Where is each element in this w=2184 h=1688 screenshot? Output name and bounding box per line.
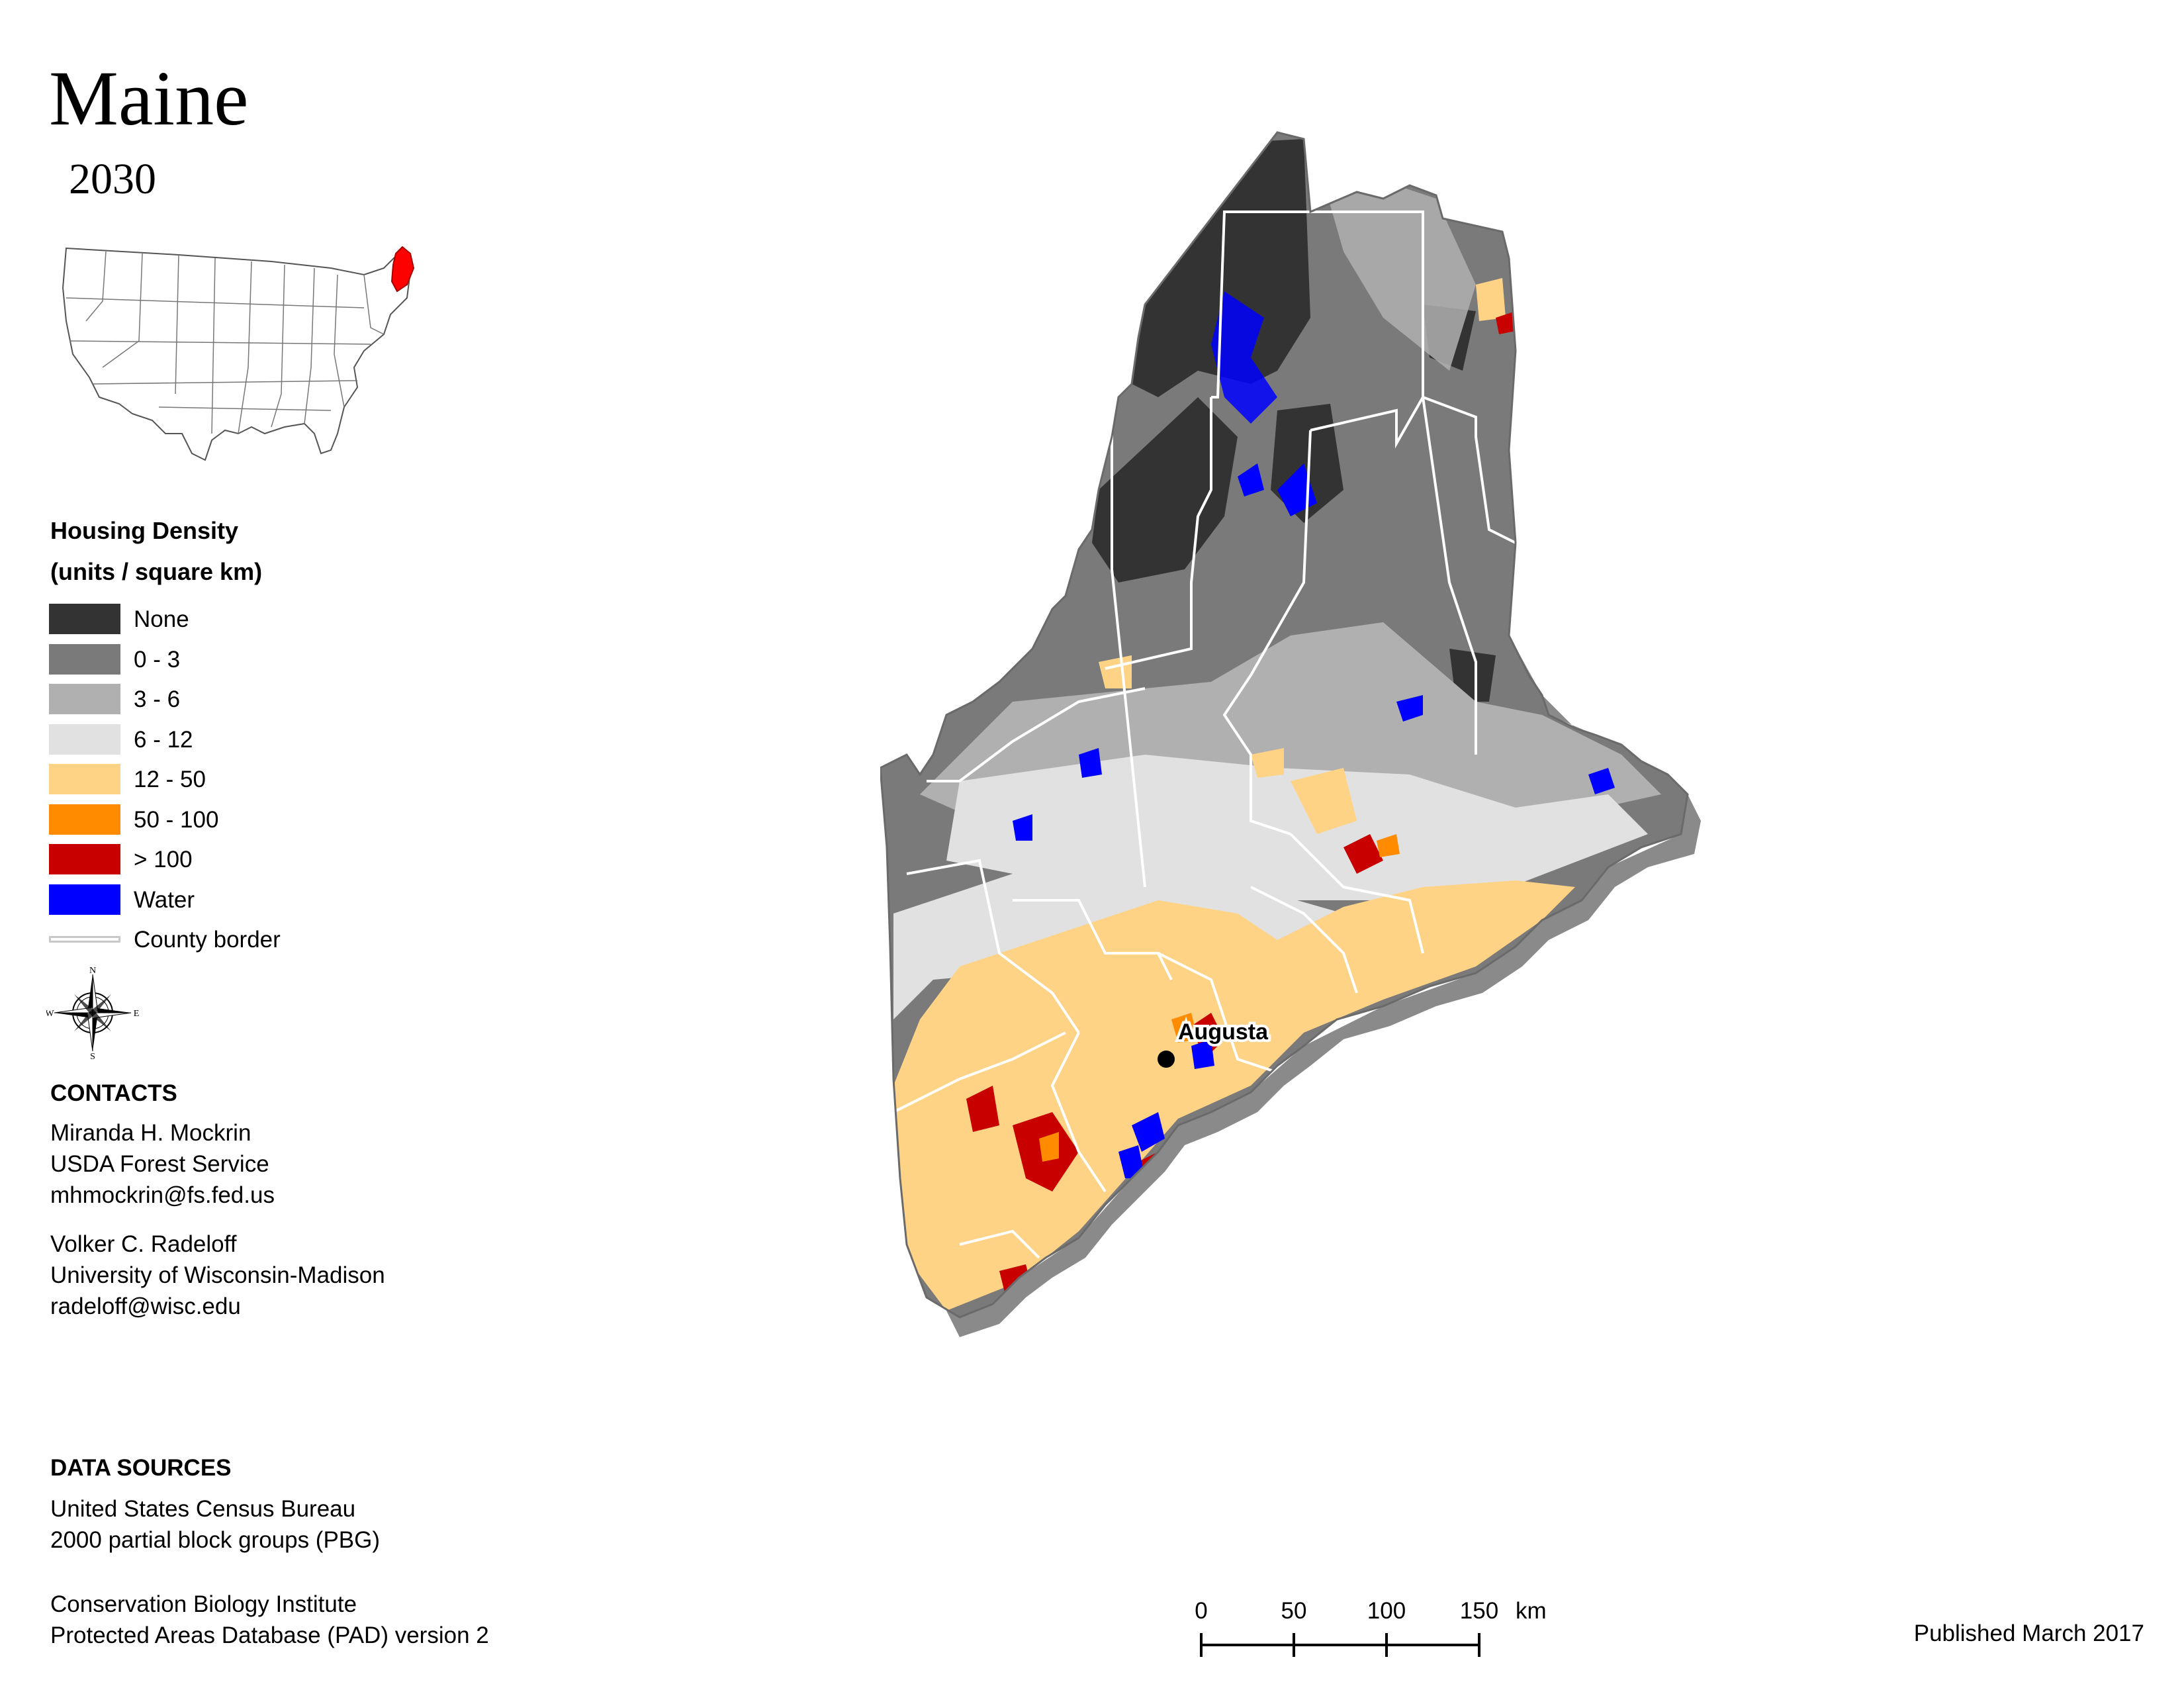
data-source-line: United States Census Bureau [50, 1496, 356, 1522]
scale-tick-label: 100 [1367, 1598, 1406, 1624]
contact-org: USDA Forest Service [50, 1151, 269, 1177]
contact-email: radeloff@wisc.edu [50, 1293, 241, 1319]
legend-swatch [49, 684, 120, 714]
maine-housing-density-map: Augusta [880, 131, 1701, 1337]
legend-swatch [49, 643, 120, 675]
data-source-line: Conservation Biology Institute [50, 1591, 357, 1617]
us-locator-inset [62, 246, 415, 461]
contact-org: University of Wisconsin-Madison [50, 1262, 385, 1288]
contact-block: Miranda H. Mockrin USDA Forest Service m… [50, 1117, 275, 1211]
legend-label: None [134, 606, 189, 632]
legend-label: 50 - 100 [134, 806, 219, 833]
county-border-swatch [49, 936, 120, 943]
compass-w: W [46, 1009, 54, 1019]
legend-swatch [49, 604, 120, 634]
compass-n: N [89, 966, 96, 976]
legend-label: 3 - 6 [134, 686, 181, 712]
scale-tick-label: 50 [1281, 1598, 1307, 1624]
scale-tick-label: 150 [1460, 1598, 1498, 1624]
legend-swatch [49, 844, 120, 874]
data-sources-heading: DATA SOURCES [50, 1455, 232, 1481]
legend-label: County border [134, 927, 281, 953]
legend-label: 12 - 50 [134, 767, 206, 792]
legend-subtitle: (units / square km) [50, 558, 263, 585]
map-subtitle: 2030 [69, 155, 156, 203]
contact-name: Miranda H. Mockrin [50, 1120, 251, 1146]
data-source-line: 2000 partial block groups (PBG) [50, 1527, 381, 1553]
maine-highlight [390, 246, 415, 293]
legend-label: 0 - 3 [134, 646, 181, 673]
data-source: United States Census Bureau 2000 partial… [50, 1493, 380, 1556]
legend-swatch [49, 884, 120, 915]
compass-e: E [134, 1009, 139, 1019]
scale-tick-label: 0 [1195, 1598, 1207, 1624]
compass-rose-icon: N S E W [46, 966, 139, 1059]
data-source: Conservation Biology Institute Protected… [50, 1589, 489, 1651]
contact-block: Volker C. Radeloff University of Wiscons… [50, 1229, 385, 1322]
legend-label: Water [134, 886, 195, 913]
contact-name: Volker C. Radeloff [50, 1231, 237, 1257]
legend-swatch [49, 724, 120, 755]
scale-bar: 0 50 100 150 km [1195, 1598, 1547, 1657]
legend-swatch [49, 804, 120, 835]
legend-title: Housing Density [50, 517, 239, 544]
legend-label: > 100 [134, 847, 193, 872]
legend-swatch [49, 764, 120, 794]
contacts-heading: CONTACTS [50, 1080, 177, 1106]
map-title: Maine [49, 55, 249, 142]
published-date: Published March 2017 [1913, 1620, 2144, 1646]
scale-unit: km [1516, 1598, 1547, 1624]
contact-email: mhmockrin@fs.fed.us [50, 1182, 275, 1208]
data-source-line: Protected Areas Database (PAD) version 2 [50, 1622, 489, 1648]
us-outline [62, 247, 412, 461]
maine-outline [880, 131, 1689, 1319]
augusta-marker [1158, 1051, 1175, 1068]
city-label-augusta: Augusta [1178, 1019, 1269, 1045]
compass-s: S [90, 1052, 95, 1059]
legend-label: 6 - 12 [134, 726, 193, 753]
